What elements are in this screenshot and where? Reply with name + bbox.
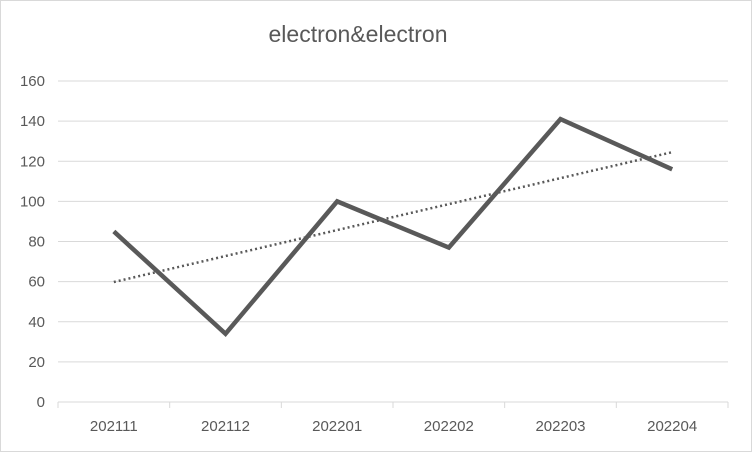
y-tick-label-40: 40 — [28, 314, 45, 331]
x-tick-label-202112: 202112 — [201, 418, 250, 435]
y-tick-label-80: 80 — [28, 234, 45, 251]
series-layer — [114, 119, 673, 334]
y-tick-label-60: 60 — [28, 274, 45, 291]
x-tick-label-202201: 202201 — [312, 418, 362, 435]
x-tick-label-202203: 202203 — [535, 418, 585, 435]
y-tick-label-20: 20 — [28, 354, 45, 371]
y-tick-label-140: 140 — [20, 113, 45, 130]
x-tick-labels: 202111 202112 202201 202202 202203 202204 — [90, 418, 697, 435]
series-line-0 — [114, 119, 672, 334]
x-tick-label-202111: 202111 — [90, 418, 138, 435]
y-tick-label-120: 120 — [20, 153, 45, 170]
x-tick-label-202202: 202202 — [424, 418, 474, 435]
gridlines — [58, 81, 728, 362]
trendline-0 — [114, 152, 672, 282]
x-axis — [58, 402, 728, 408]
y-tick-label-100: 100 — [20, 193, 45, 210]
y-tick-labels: 0 20 40 60 80 100 120 140 160 — [20, 73, 45, 411]
x-tick-label-202204: 202204 — [647, 418, 697, 435]
y-tick-label-0: 0 — [37, 394, 45, 411]
y-tick-label-160: 160 — [20, 73, 45, 90]
